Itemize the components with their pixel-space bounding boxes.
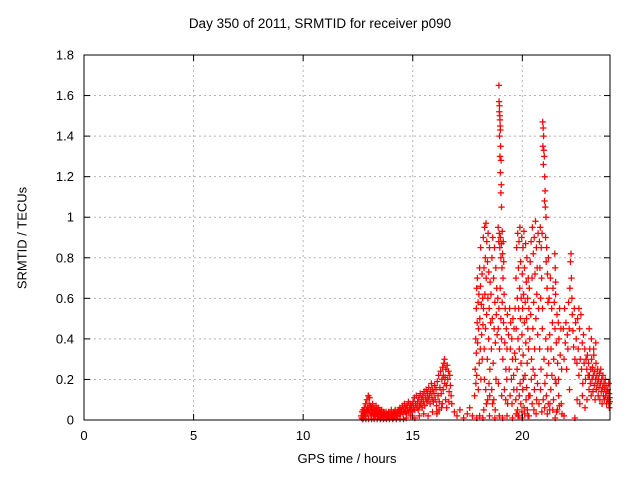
y-tick-label: 0.8	[56, 250, 74, 265]
y-tick-label: 1.2	[56, 169, 74, 184]
x-tick-label: 15	[406, 428, 420, 443]
y-tick-label: 0.6	[56, 291, 74, 306]
y-tick-label: 1.6	[56, 88, 74, 103]
x-axis-label: GPS time / hours	[297, 451, 397, 466]
y-tick-label: 1.8	[56, 48, 74, 63]
y-tick-label: 0.2	[56, 372, 74, 387]
y-tick-label: 0	[67, 413, 74, 428]
x-tick-label: 10	[296, 428, 310, 443]
scatter-points	[358, 82, 613, 423]
y-axis-label: SRMTID / TECUs	[14, 186, 30, 290]
y-tick-label: 0.4	[56, 331, 74, 346]
x-tick-label: 5	[190, 428, 197, 443]
chart-title: Day 350 of 2011, SRMTID for receiver p09…	[188, 16, 452, 31]
x-tick-label: 0	[80, 428, 87, 443]
plot-border	[83, 54, 611, 421]
y-tick-label: 1.4	[56, 129, 74, 144]
x-tick-label: 20	[515, 428, 529, 443]
y-tick-label: 1	[67, 210, 74, 225]
